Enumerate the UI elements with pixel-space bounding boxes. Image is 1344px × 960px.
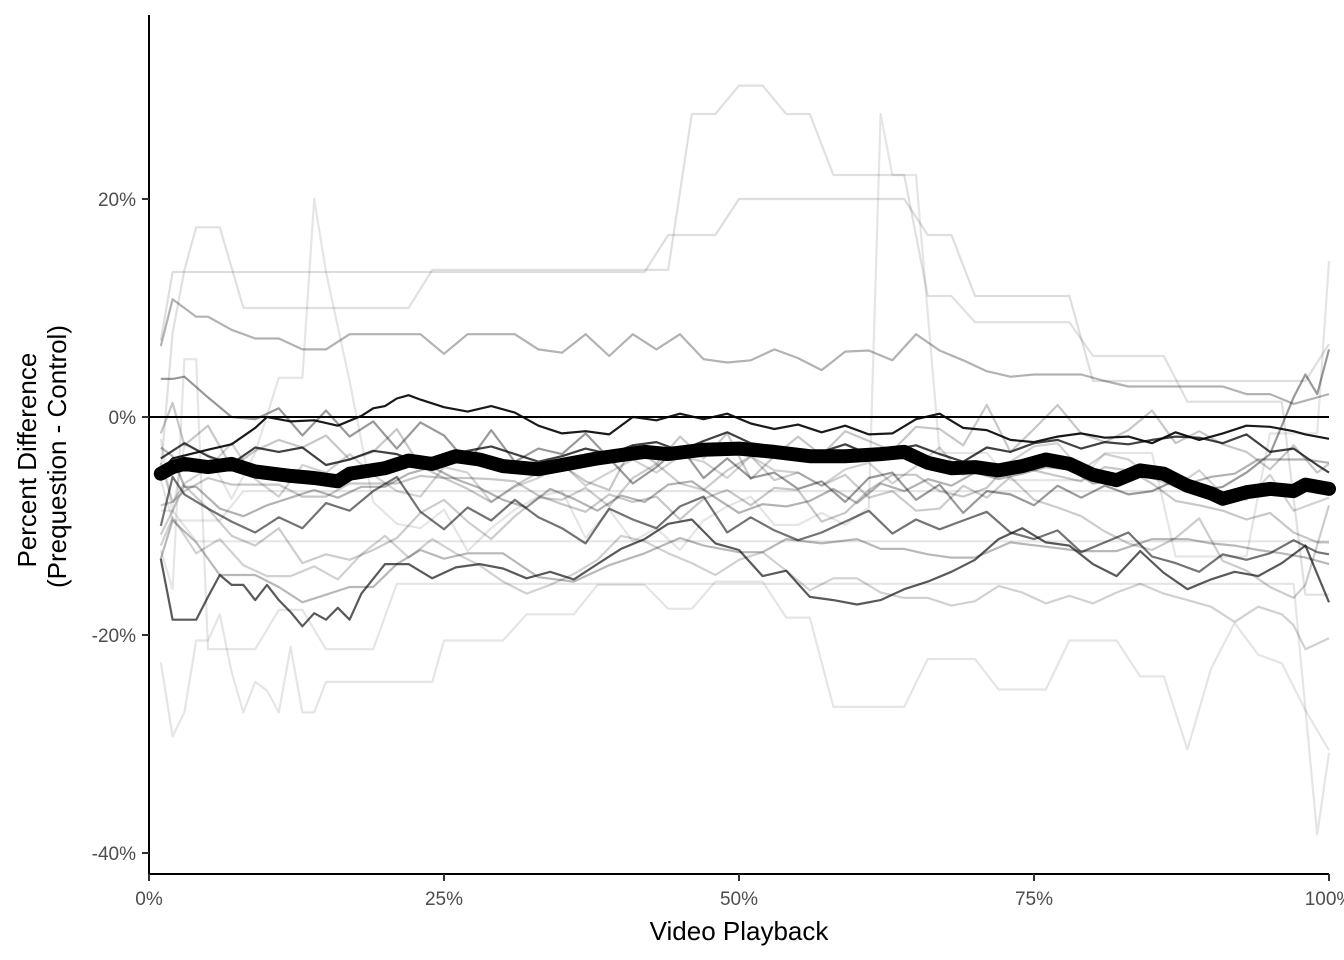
y-tick-label: 20%	[98, 190, 136, 211]
subject-series-line	[159, 518, 1331, 628]
y-axis-title-line-2: (Prequestion - Control)	[42, 325, 72, 588]
x-axis-title: Video Playback	[650, 916, 830, 946]
axes: 0% 25% 50% 75% 100% 20% 0% -20% -40%	[92, 15, 1344, 910]
subject-series-line	[159, 519, 1330, 604]
subject-series-line	[159, 516, 1330, 651]
y-axis-title-line-1: Percent Difference	[12, 353, 42, 568]
x-axis-ticks: 0% 25% 50% 75% 100%	[135, 874, 1344, 910]
y-tick-label: -20%	[92, 626, 136, 647]
subject-series-group	[159, 84, 1331, 836]
subject-series-line	[159, 401, 1330, 504]
y-axis-title: Percent Difference (Prequestion - Contro…	[12, 325, 72, 588]
mean-series-group	[153, 441, 1336, 506]
y-tick-label: 0%	[109, 408, 137, 429]
subject-series-line	[159, 455, 1331, 600]
x-tick-label: 25%	[425, 889, 463, 910]
mean-series-line	[153, 441, 1336, 506]
subject-series-line	[159, 298, 1330, 405]
y-axis-ticks: 20% 0% -20% -40%	[92, 190, 149, 865]
subject-series-line	[159, 197, 1330, 383]
subject-series-line	[159, 580, 1330, 752]
subject-series-line	[159, 358, 1331, 836]
x-tick-label: 75%	[1015, 889, 1053, 910]
y-tick-label: -40%	[92, 844, 136, 865]
x-tick-label: 0%	[135, 889, 163, 910]
x-tick-label: 50%	[720, 889, 758, 910]
subject-series-line	[159, 84, 1329, 596]
x-tick-label: 100%	[1305, 889, 1344, 910]
subject-series-line	[159, 479, 1329, 522]
subject-series-line	[159, 475, 1330, 573]
subject-series-line	[159, 112, 1331, 558]
subject-series-line	[160, 349, 1331, 515]
subject-series-line	[160, 509, 1329, 543]
